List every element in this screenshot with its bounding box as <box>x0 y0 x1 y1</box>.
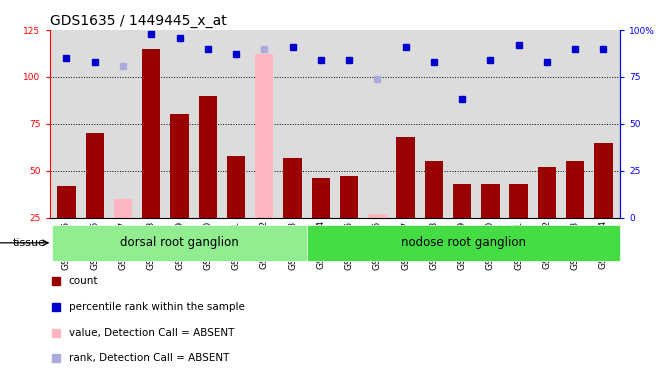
Bar <box>397 137 414 218</box>
Text: value, Detection Call = ABSENT: value, Detection Call = ABSENT <box>69 328 234 338</box>
Bar <box>170 114 189 218</box>
Bar <box>307 225 620 261</box>
Bar <box>312 178 330 218</box>
Bar <box>86 133 104 218</box>
Bar <box>255 54 273 217</box>
Bar <box>199 96 217 218</box>
Bar <box>340 176 358 218</box>
Text: rank, Detection Call = ABSENT: rank, Detection Call = ABSENT <box>69 353 229 363</box>
Bar <box>566 161 584 218</box>
Bar <box>510 184 528 218</box>
Bar <box>481 184 500 218</box>
Text: tissue: tissue <box>13 238 46 248</box>
Bar <box>114 199 132 217</box>
Bar <box>424 161 443 218</box>
Bar <box>142 49 160 217</box>
Text: dorsal root ganglion: dorsal root ganglion <box>120 236 239 249</box>
Text: GDS1635 / 1449445_x_at: GDS1635 / 1449445_x_at <box>50 13 226 28</box>
Bar <box>453 184 471 218</box>
Bar <box>283 158 302 218</box>
Bar <box>227 156 246 218</box>
Bar <box>538 167 556 218</box>
Text: percentile rank within the sample: percentile rank within the sample <box>69 302 245 312</box>
Bar <box>368 214 387 217</box>
Bar <box>57 186 76 218</box>
Bar <box>594 142 612 218</box>
Text: nodose root ganglion: nodose root ganglion <box>401 236 526 249</box>
Bar <box>52 225 307 261</box>
Text: count: count <box>69 276 98 286</box>
